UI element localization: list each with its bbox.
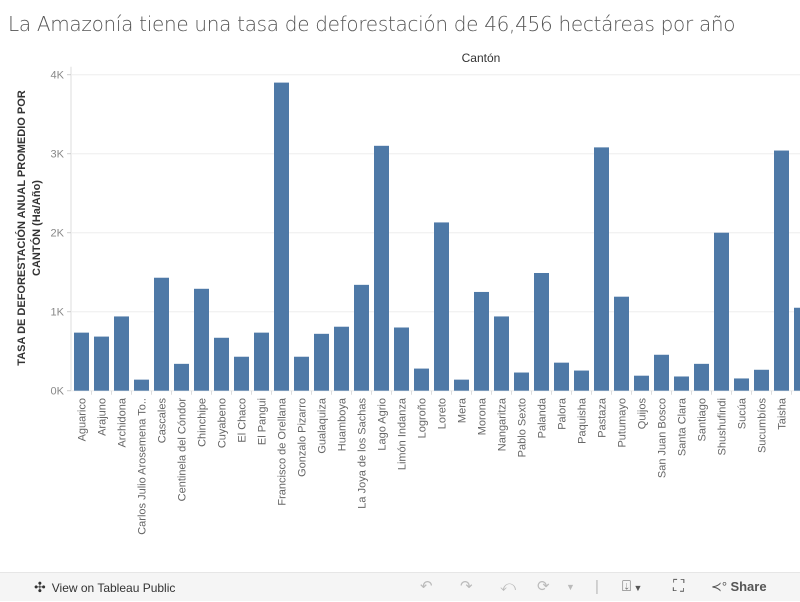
revert-icon[interactable]: ⤺ (500, 578, 517, 595)
dashboard-title: La Amazonía tiene una tasa de deforestac… (8, 12, 736, 36)
bar (634, 375, 649, 391)
bar (254, 332, 269, 391)
toolbar-divider: | (595, 578, 599, 595)
fullscreen-icon[interactable]: ⛶ (673, 578, 685, 595)
x-tick-label: Chinchipe (197, 398, 209, 447)
x-tick-label: El Chaco (237, 398, 249, 443)
bar (334, 326, 349, 391)
x-tick-label: Nangaritza (497, 397, 509, 451)
x-tick-label: Limón Indanza (397, 397, 409, 470)
bar (234, 356, 249, 391)
bar (574, 370, 589, 391)
x-tick-label: Palora (557, 397, 569, 430)
tableau-toolbar: ✣ View on Tableau Public ↶ ↷ ⤺ ⟳ ▼ | ⍗ ▼ … (0, 572, 800, 601)
bar (174, 363, 189, 391)
y-tick-label: 4K (51, 70, 65, 82)
x-tick-label: Shushufindi (717, 398, 729, 456)
bar (354, 284, 369, 391)
x-tick-label: Lago Agrio (377, 398, 389, 451)
x-tick-label: Centinela del Cóndor (177, 398, 189, 502)
bar (194, 288, 209, 391)
column-header: Cantón (462, 51, 501, 65)
x-tick-label: Cuyabeno (217, 398, 229, 448)
x-tick-label: El Pangui (257, 398, 269, 445)
bar (454, 379, 469, 391)
refresh-icon[interactable]: ⟳ (537, 578, 550, 595)
bar (794, 307, 800, 391)
x-tick-label: Sucúa (737, 397, 749, 429)
bar (214, 337, 229, 391)
bar-chart: Cantón 0K 1K 2K 3K 4K TASA DE DEFORESTACIÓN AN… (15, 51, 800, 535)
x-tick-label: Taisha (777, 397, 789, 430)
bar (434, 222, 449, 391)
x-tick-label: Morona (477, 397, 489, 435)
bar (294, 356, 309, 391)
y-tick-label: 0K (51, 386, 65, 398)
bar (274, 82, 289, 391)
bar (774, 150, 789, 391)
x-tick-label: Palanda (537, 397, 549, 438)
x-tick-label: Gonzalo Pizarro (297, 398, 309, 477)
y-tick-label: 1K (51, 307, 65, 319)
x-tick-label: Francisco de Orellana (277, 397, 289, 505)
bar (134, 379, 149, 391)
x-tick-label: Logroño (417, 398, 429, 438)
bar (394, 327, 409, 391)
x-tick-label: Paquisha (577, 397, 589, 444)
bar (714, 232, 729, 391)
x-tick-label: Loreto (437, 398, 449, 429)
undo-icon[interactable]: ↶ (420, 578, 433, 595)
view-on-tableau-label: View on Tableau Public (51, 581, 176, 595)
bar (734, 378, 749, 391)
bar (594, 147, 609, 391)
download-dropdown-icon[interactable]: ▼ (631, 583, 643, 593)
refresh-dropdown-icon[interactable]: ▼ (566, 582, 575, 592)
bar (754, 369, 769, 391)
bar (694, 363, 709, 391)
share-button[interactable]: ≺° Share (711, 573, 767, 601)
x-tick-label: Archidona (117, 397, 129, 447)
y-tick-label: 3K (51, 149, 65, 161)
tableau-logo-icon: ✣ (34, 579, 46, 595)
x-tick-label: La Joya de los Sachas (357, 398, 369, 509)
bar (534, 272, 549, 391)
bar (414, 368, 429, 391)
bar (74, 332, 89, 391)
bar (494, 316, 509, 391)
y-tick-label: 2K (51, 228, 65, 240)
bar (654, 354, 669, 391)
bar (94, 336, 109, 391)
redo-icon[interactable]: ↷ (460, 578, 473, 595)
bar (474, 291, 489, 391)
x-tick-label: Aguarico (77, 398, 89, 441)
x-tick-label: Santa Clara (677, 397, 689, 456)
x-tick-label: Pablo Sexto (517, 398, 529, 457)
bar (674, 376, 689, 391)
x-tick-label: Cascales (157, 398, 169, 444)
x-tick-label: Sucumbíos (757, 398, 769, 454)
x-tick-label: Mera (457, 397, 469, 423)
x-tick-label: Gualaquiza (317, 397, 329, 454)
x-tick-label: Arajuno (97, 398, 109, 436)
x-tick-label: San Juan Bosco (657, 398, 669, 478)
bar (514, 372, 529, 391)
x-tick-label: Santiago (697, 398, 709, 441)
x-tick-label: Pastaza (597, 397, 609, 438)
share-label: Share (730, 579, 767, 594)
x-tick-label: Quijos (637, 398, 649, 430)
y-axis-title: CANTÓN (Ha/Año) (30, 180, 43, 276)
bar (314, 333, 329, 391)
bar (554, 362, 569, 391)
x-tick-label: Carlos Julio Arosemena To.. (137, 398, 149, 535)
bar (154, 277, 169, 391)
bar (614, 296, 629, 391)
share-icon: ≺° (711, 579, 728, 594)
bar (114, 316, 129, 391)
download-icon[interactable]: ⍗ ▼ (622, 578, 643, 595)
x-tick-label: Putumayo (617, 398, 629, 448)
x-tick-label: Huamboya (337, 397, 349, 451)
view-on-tableau-link[interactable]: ✣ View on Tableau Public (34, 573, 175, 601)
bar (374, 145, 389, 391)
y-axis-title: TASA DE DEFORESTACIÓN ANUAL PROMEDIO POR (15, 90, 28, 365)
